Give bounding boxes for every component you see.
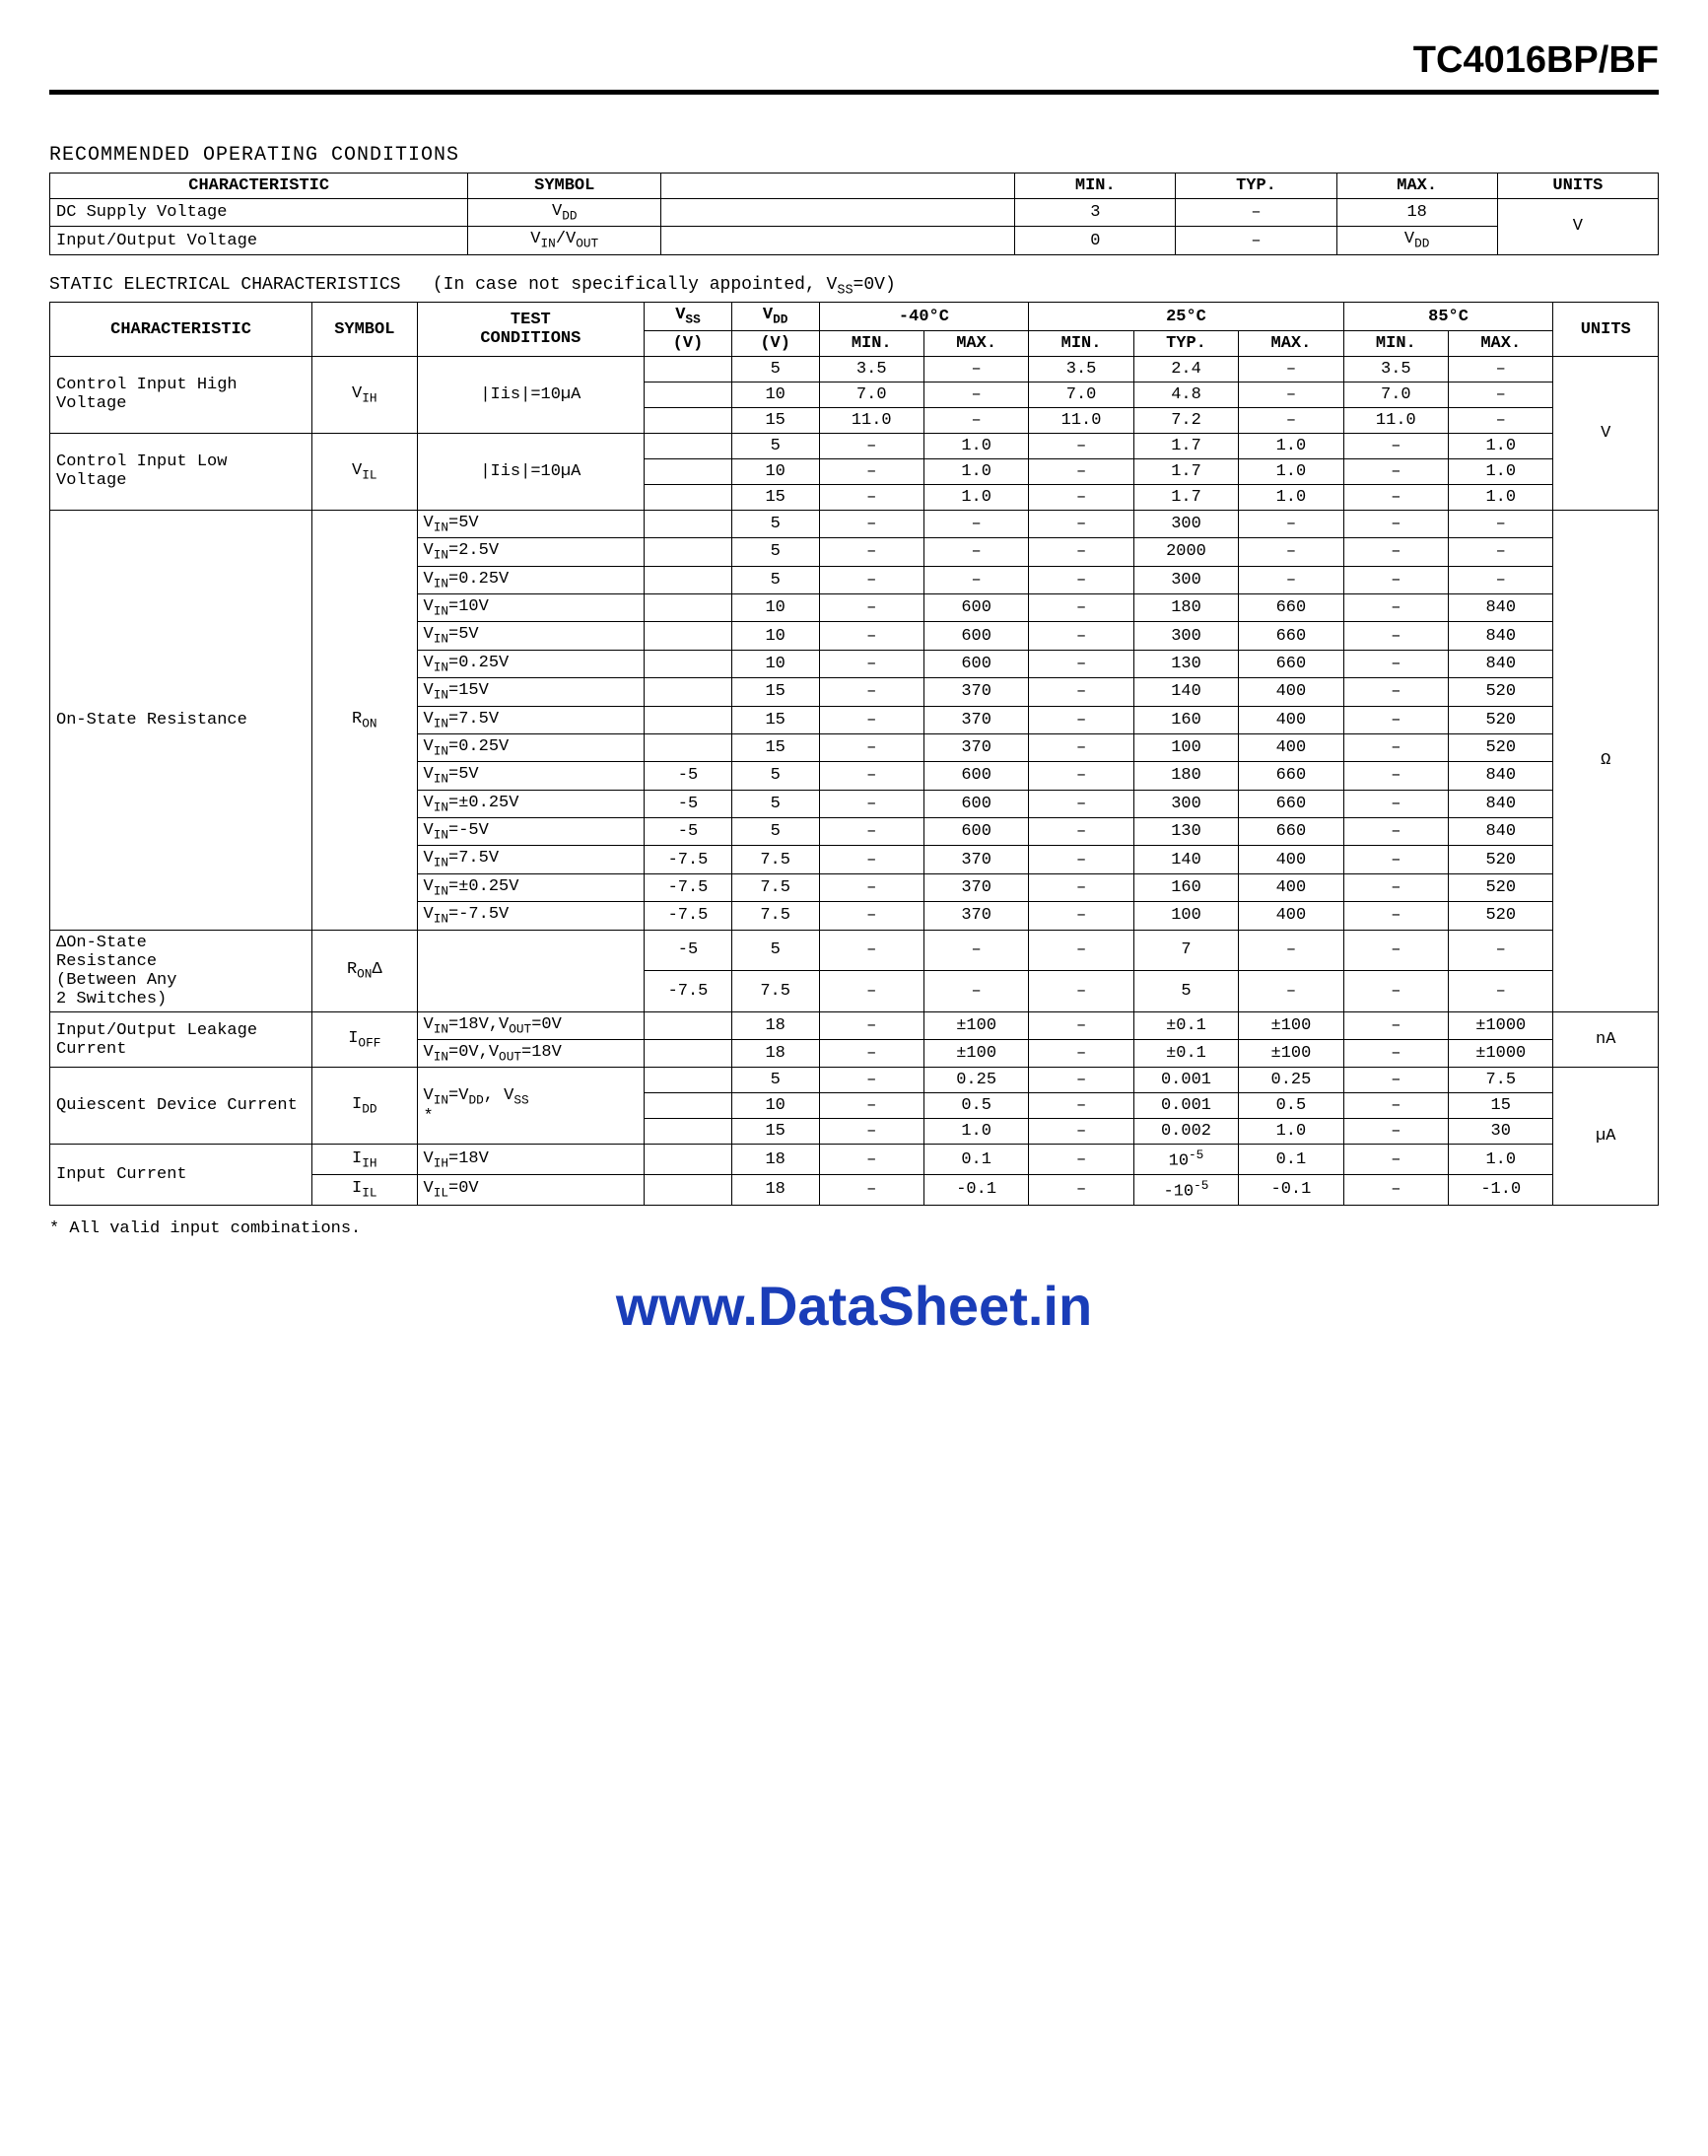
st-char: Input/Output Leakage Current (50, 1011, 312, 1068)
st-col-mn3: MIN. (1343, 330, 1448, 356)
st-cond: |Iis|=10µA (417, 433, 645, 510)
st-col-t1: -40°C (819, 303, 1029, 330)
rec-sym: VDD (468, 199, 661, 227)
rec-col-char: CHARACTERISTIC (50, 174, 468, 199)
st-sym: IIL (312, 1175, 417, 1206)
rec-units: V (1497, 199, 1658, 255)
st-cond: VIN=7.5V (417, 706, 645, 733)
st-sym: VIH (312, 356, 417, 433)
rec-blank (661, 199, 1015, 227)
st-cond: VIN=15V (417, 678, 645, 706)
st-cond: VIN=±0.25V (417, 873, 645, 901)
st-col-mn2: MIN. (1029, 330, 1133, 356)
st-cond: VIN=0.25V (417, 650, 645, 677)
st-cond: VIN=5V (417, 510, 645, 537)
table-row: Input/Output Leakage CurrentIOFFVIN=18V,… (50, 1011, 1659, 1039)
st-col-mx2: MAX. (1239, 330, 1343, 356)
st-units: µA (1553, 1068, 1659, 1205)
st-col-vddu: (V) (731, 330, 819, 356)
st-col-sym: SYMBOL (312, 303, 417, 356)
st-col-ty2: TYP. (1133, 330, 1238, 356)
rec-typ: – (1176, 227, 1336, 254)
table-row: Control Input High VoltageVIH|Iis|=10µA5… (50, 356, 1659, 382)
part-number-title: TC4016BP/BF (49, 39, 1659, 95)
table-row: Control Input Low VoltageVIL|Iis|=10µA5–… (50, 433, 1659, 458)
st-cond: VIN=0.25V (417, 733, 645, 761)
st-col-t3: 85°C (1343, 303, 1553, 330)
st-col-vdd: VDD (731, 303, 819, 330)
st-cond: VIN=±0.25V (417, 790, 645, 817)
rec-max: VDD (1336, 227, 1497, 254)
st-cond: VIN=0.25V (417, 566, 645, 593)
st-cond: |Iis|=10µA (417, 356, 645, 433)
rec-sym: VIN/VOUT (468, 227, 661, 254)
st-col-mx3: MAX. (1449, 330, 1553, 356)
datasheet-url: www.DataSheet.in (49, 1274, 1659, 1338)
static-heading: STATIC ELECTRICAL CHARACTERISTICS (In ca… (49, 275, 1659, 299)
st-char: On-State Resistance (50, 510, 312, 930)
st-col-mn1: MIN. (819, 330, 923, 356)
st-cond: VIN=7.5V (417, 846, 645, 873)
table-row: ΔOn-StateResistance(Between Any2 Switche… (50, 930, 1659, 971)
st-cond: VIN=5V (417, 622, 645, 650)
st-cond: VIH=18V (417, 1145, 645, 1175)
rec-char: DC Supply Voltage (50, 199, 468, 227)
st-col-units: UNITS (1553, 303, 1659, 356)
table-row: Quiescent Device CurrentIDDVIN=VDD, VSS*… (50, 1068, 1659, 1093)
st-cond: VIN=0V,VOUT=18V (417, 1040, 645, 1068)
st-char: ΔOn-StateResistance(Between Any2 Switche… (50, 930, 312, 1011)
recommended-table: CHARACTERISTIC SYMBOL MIN. TYP. MAX. UNI… (49, 173, 1659, 255)
st-cond: VIN=5V (417, 762, 645, 790)
st-cond: VIN=-7.5V (417, 902, 645, 930)
st-cond: VIN=10V (417, 593, 645, 621)
rec-typ: – (1176, 199, 1336, 227)
rec-max: 18 (1336, 199, 1497, 227)
st-char: Control Input High Voltage (50, 356, 312, 433)
rec-col-units: UNITS (1497, 174, 1658, 199)
st-col-char: CHARACTERISTIC (50, 303, 312, 356)
static-table: CHARACTERISTIC SYMBOL TESTCONDITIONS VSS… (49, 302, 1659, 1205)
rec-col-min: MIN. (1015, 174, 1176, 199)
st-sym: IDD (312, 1068, 417, 1145)
st-cond: VIN=-5V (417, 818, 645, 846)
st-char: Control Input Low Voltage (50, 433, 312, 510)
rec-min: 0 (1015, 227, 1176, 254)
st-char: Input Current (50, 1145, 312, 1205)
st-sym: RON (312, 510, 417, 930)
rec-col-max: MAX. (1336, 174, 1497, 199)
static-title: STATIC ELECTRICAL CHARACTERISTICS (49, 275, 400, 295)
st-char: Quiescent Device Current (50, 1068, 312, 1145)
st-cond: VIN=2.5V (417, 538, 645, 566)
st-sym: VIL (312, 433, 417, 510)
table-row: DC Supply Voltage VDD 3 – 18 V (50, 199, 1659, 227)
rec-blank (661, 227, 1015, 254)
st-col-test: TESTCONDITIONS (417, 303, 645, 356)
st-col-vssu: (V) (645, 330, 732, 356)
footnote: * All valid input combinations. (49, 1219, 1659, 1238)
st-col-vss: VSS (645, 303, 732, 330)
st-units: V (1553, 356, 1659, 510)
static-note: (In case not specifically appointed, VSS… (433, 275, 896, 295)
table-row: Input/Output Voltage VIN/VOUT 0 – VDD (50, 227, 1659, 254)
st-units: nA (1553, 1011, 1659, 1068)
rec-col-typ: TYP. (1176, 174, 1336, 199)
rec-char: Input/Output Voltage (50, 227, 468, 254)
st-sym: IIH (312, 1145, 417, 1175)
st-cond: VIL=0V (417, 1175, 645, 1206)
st-col-mx1: MAX. (923, 330, 1028, 356)
st-cond (417, 930, 645, 1011)
rec-min: 3 (1015, 199, 1176, 227)
st-units: Ω (1553, 510, 1659, 1011)
st-sym: RONΔ (312, 930, 417, 1011)
st-sym: IOFF (312, 1011, 417, 1068)
st-cond: VIN=18V,VOUT=0V (417, 1011, 645, 1039)
table-row: On-State ResistanceRONVIN=5V5–––300–––Ω (50, 510, 1659, 537)
st-cond: VIN=VDD, VSS* (417, 1068, 645, 1145)
table-row: Input CurrentIIHVIH=18V18–0.1–10-50.1–1.… (50, 1145, 1659, 1175)
rec-col-sym: SYMBOL (468, 174, 661, 199)
rec-col-blank (661, 174, 1015, 199)
st-col-t2: 25°C (1029, 303, 1343, 330)
recommended-title: RECOMMENDED OPERATING CONDITIONS (49, 144, 1659, 167)
